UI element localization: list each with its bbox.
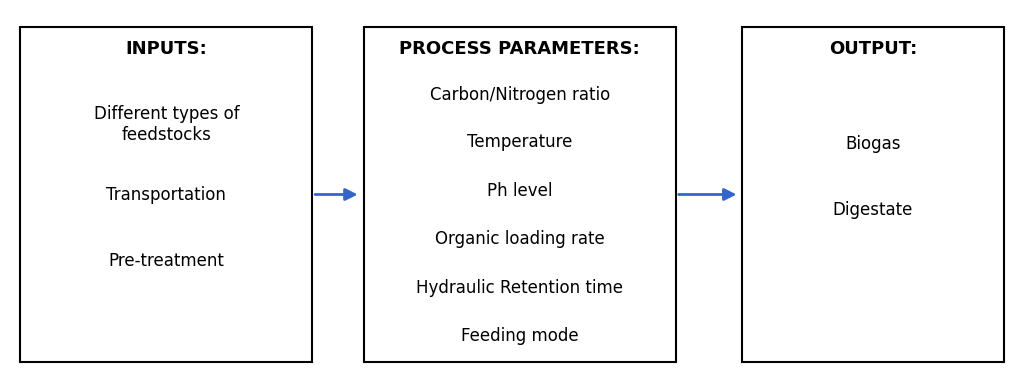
- Text: Biogas: Biogas: [845, 135, 901, 153]
- Bar: [742, 27, 1004, 362]
- Bar: [20, 27, 312, 362]
- Text: Pre-treatment: Pre-treatment: [109, 252, 224, 270]
- Text: Temperature: Temperature: [467, 133, 572, 151]
- Text: OUTPUT:: OUTPUT:: [828, 40, 918, 58]
- Text: INPUTS:: INPUTS:: [126, 40, 207, 58]
- Text: Ph level: Ph level: [487, 182, 552, 200]
- Text: Different types of
feedstocks: Different types of feedstocks: [93, 105, 240, 144]
- Text: Organic loading rate: Organic loading rate: [435, 230, 604, 248]
- Bar: [364, 27, 676, 362]
- Text: Transportation: Transportation: [106, 186, 226, 203]
- Text: Hydraulic Retention time: Hydraulic Retention time: [416, 279, 624, 297]
- Text: Feeding mode: Feeding mode: [461, 328, 579, 345]
- Text: Carbon/Nitrogen ratio: Carbon/Nitrogen ratio: [429, 86, 610, 104]
- Text: PROCESS PARAMETERS:: PROCESS PARAMETERS:: [399, 40, 640, 58]
- Text: Digestate: Digestate: [833, 201, 913, 219]
